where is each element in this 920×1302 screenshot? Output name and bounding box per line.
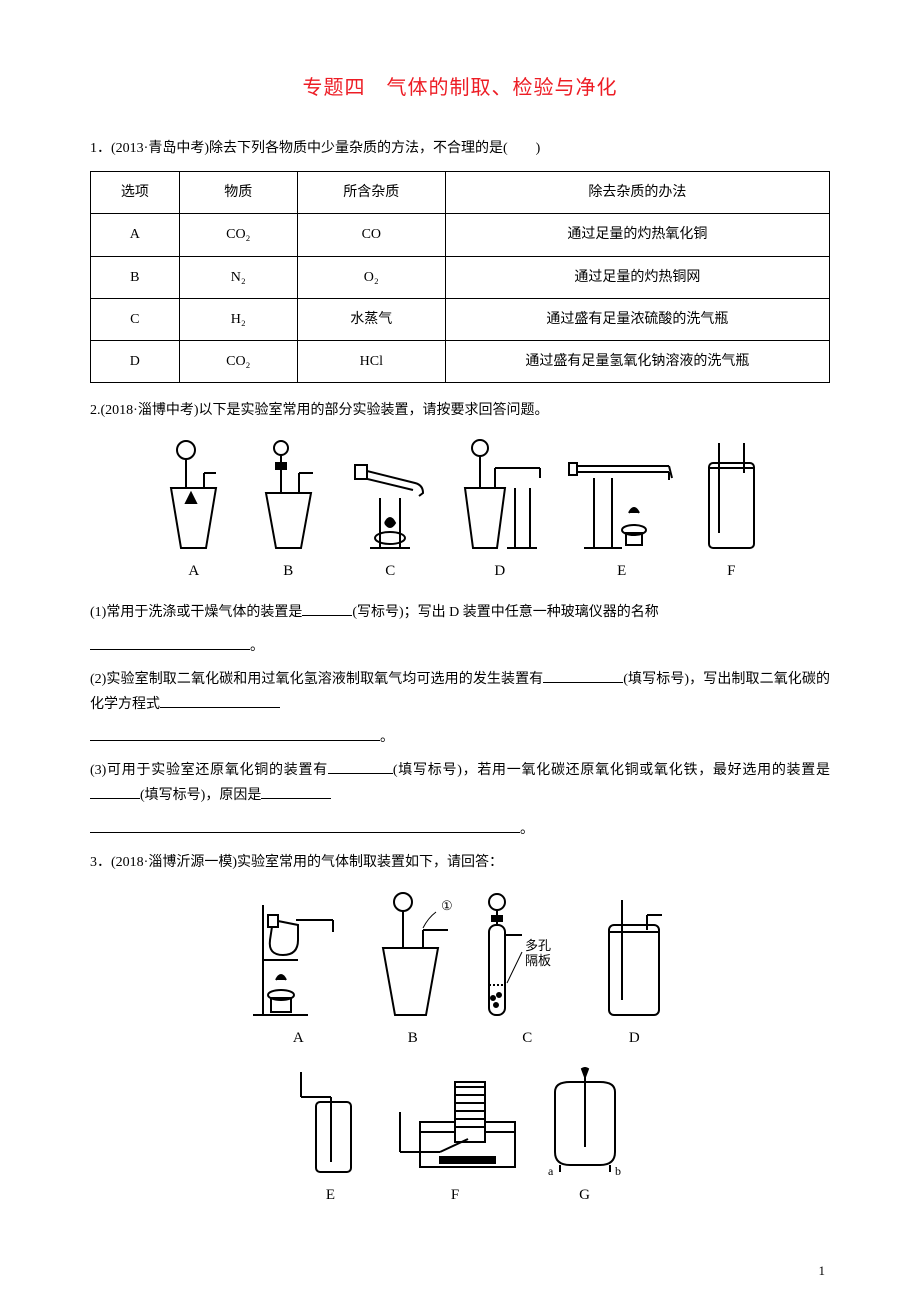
apparatus-c: C xyxy=(345,438,435,585)
gas-washing-bottle-icon xyxy=(699,438,764,553)
q2-part2-line2: 。 xyxy=(90,725,830,750)
upward-collection-icon xyxy=(291,1067,371,1177)
label-b: B xyxy=(251,558,326,585)
cell-c-imp: 水蒸气 xyxy=(297,298,445,340)
label-3e: E xyxy=(291,1182,371,1209)
collection-bottle-icon xyxy=(597,890,672,1020)
label-a: A xyxy=(156,558,231,585)
q2-p3c: (填写标号)，原因是 xyxy=(140,788,261,803)
cell-a-imp: CO xyxy=(297,214,445,256)
cell-a-met: 通过足量的灼热氧化铜 xyxy=(445,214,829,256)
q2-p1b: (写标号)；写出 D 装置中任意一种玻璃仪器的名称 xyxy=(352,605,658,620)
apparatus-b: B xyxy=(251,438,326,585)
q2-part2: (2)实验室制取二氧化碳和用过氧化氢溶液制取氧气均可选用的发生装置有(填写标号)… xyxy=(90,667,830,717)
svg-text:隔板: 隔板 xyxy=(525,953,551,968)
th-method: 除去杂质的办法 xyxy=(445,172,829,214)
q2-p1end: 。 xyxy=(250,639,264,654)
apparatus-d: D xyxy=(455,438,545,585)
th-impurity: 所含杂质 xyxy=(297,172,445,214)
flask-stopcock-icon xyxy=(251,438,326,553)
q2-p3end: 。 xyxy=(520,822,534,837)
apparatus-3a: A xyxy=(248,890,348,1052)
label-d: D xyxy=(455,558,545,585)
q2-p3b: (填写标号)，若用一氧化碳还原氧化铜或氧化铁，最好选用的装置是 xyxy=(393,763,830,778)
apparatus-3d: D xyxy=(597,890,672,1052)
apparatus-3e: E xyxy=(291,1067,371,1209)
q2-diagrams: A B C xyxy=(90,438,830,585)
cell-b-opt: B xyxy=(91,256,180,298)
water-collection-icon xyxy=(390,1067,520,1177)
cell-b-imp: O₂ xyxy=(297,256,445,298)
q2-p3a: (3)可用于实验室还原氧化铜的装置有 xyxy=(90,763,328,778)
cell-b-sub: N₂ xyxy=(179,256,297,298)
apparatus-f: F xyxy=(699,438,764,585)
cell-d-sub: CO₂ xyxy=(179,340,297,382)
q2-part3-line2: 。 xyxy=(90,817,830,842)
flask-funnel-icon xyxy=(156,438,231,553)
label-3f: F xyxy=(390,1182,520,1209)
q2-part3: (3)可用于实验室还原氧化铜的装置有 (填写标号)，若用一氧化碳还原氧化铜或氧化铁… xyxy=(90,758,830,808)
q2-part1-line2: 。 xyxy=(90,634,830,659)
label-f: F xyxy=(699,558,764,585)
q1-table: 选项 物质 所含杂质 除去杂质的办法 A CO₂ CO 通过足量的灼热氧化铜 B… xyxy=(90,171,830,383)
svg-text:b: b xyxy=(615,1164,621,1177)
label-3d: D xyxy=(597,1025,672,1052)
q3-stem: 3．(2018·淄博沂源一模)实验室常用的气体制取装置如下，请回答： xyxy=(90,850,830,875)
horizontal-tube-lamp-icon xyxy=(564,438,679,553)
two-port-bottle-icon: a b xyxy=(540,1067,630,1177)
perforated-plate-tube-icon: 多孔 隔板 xyxy=(477,890,577,1020)
q2-p2end: 。 xyxy=(380,730,394,745)
cell-d-met: 通过盛有足量氢氧化钠溶液的洗气瓶 xyxy=(445,340,829,382)
cell-c-sub: H₂ xyxy=(179,298,297,340)
heating-flask-stand-icon xyxy=(248,890,348,1020)
q2-p2a: (2)实验室制取二氧化碳和用过氧化氢溶液制取氧气均可选用的发生装置有 xyxy=(90,672,543,687)
apparatus-a: A xyxy=(156,438,231,585)
label-e: E xyxy=(564,558,679,585)
q3-diagrams-row2: E F a xyxy=(90,1067,830,1209)
label-3b: B xyxy=(368,1025,458,1052)
svg-text:多孔: 多孔 xyxy=(525,938,551,953)
heating-tube-icon xyxy=(345,438,435,553)
apparatus-3f: F xyxy=(390,1067,520,1209)
q2-stem: 2.(2018·淄博中考)以下是实验室常用的部分实验装置，请按要求回答问题。 xyxy=(90,398,830,423)
q2-p1a: (1)常用于洗涤或干燥气体的装置是 xyxy=(90,605,302,620)
cell-a-opt: A xyxy=(91,214,180,256)
q3-diagrams-row1: A ① B xyxy=(90,890,830,1052)
label-3a: A xyxy=(248,1025,348,1052)
q2-part1: (1)常用于洗涤或干燥气体的装置是 (写标号)；写出 D 装置中任意一种玻璃仪器的… xyxy=(90,600,830,625)
page-number: 1 xyxy=(819,1259,826,1282)
apparatus-3b: ① B xyxy=(368,890,458,1052)
cell-c-opt: C xyxy=(91,298,180,340)
apparatus-3g: a b G xyxy=(540,1067,630,1209)
svg-text:①: ① xyxy=(441,898,453,913)
cell-a-sub: CO₂ xyxy=(179,214,297,256)
conical-flask-funnel-icon: ① xyxy=(368,890,458,1020)
q1-stem: 1．(2013·青岛中考)除去下列各物质中少量杂质的方法，不合理的是( ) xyxy=(90,136,830,161)
cell-d-opt: D xyxy=(91,340,180,382)
th-option: 选项 xyxy=(91,172,180,214)
cell-c-met: 通过盛有足量浓硫酸的洗气瓶 xyxy=(445,298,829,340)
label-3c: C xyxy=(477,1025,577,1052)
page-title: 专题四 气体的制取、检验与净化 xyxy=(90,70,830,106)
svg-text:a: a xyxy=(548,1164,554,1177)
cell-d-imp: HCl xyxy=(297,340,445,382)
apparatus-3c: 多孔 隔板 C xyxy=(477,890,577,1052)
flask-delivery-icon xyxy=(455,438,545,553)
apparatus-e: E xyxy=(564,438,679,585)
cell-b-met: 通过足量的灼热铜网 xyxy=(445,256,829,298)
label-c: C xyxy=(345,558,435,585)
label-3g: G xyxy=(540,1182,630,1209)
th-substance: 物质 xyxy=(179,172,297,214)
